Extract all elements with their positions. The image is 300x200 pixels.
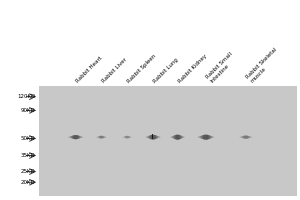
- Text: Rabbit Skeletal
muscle: Rabbit Skeletal muscle: [245, 47, 282, 84]
- Text: 25KD: 25KD: [21, 169, 35, 174]
- Text: 90KD: 90KD: [21, 108, 35, 113]
- Text: 50KD: 50KD: [21, 136, 35, 141]
- Text: 120KD: 120KD: [17, 94, 35, 99]
- Text: Rabbit Liver: Rabbit Liver: [101, 57, 128, 84]
- Text: Rabbit Heart: Rabbit Heart: [75, 56, 103, 84]
- Text: Rabbit Kidney: Rabbit Kidney: [177, 54, 208, 84]
- Text: 35KD: 35KD: [21, 153, 35, 158]
- Text: 20KD: 20KD: [21, 180, 35, 185]
- Text: Rabbit Spleen: Rabbit Spleen: [127, 53, 157, 84]
- Text: Rabbit Lung: Rabbit Lung: [152, 57, 179, 84]
- Text: Rabbit Small
Intestine: Rabbit Small Intestine: [206, 52, 238, 84]
